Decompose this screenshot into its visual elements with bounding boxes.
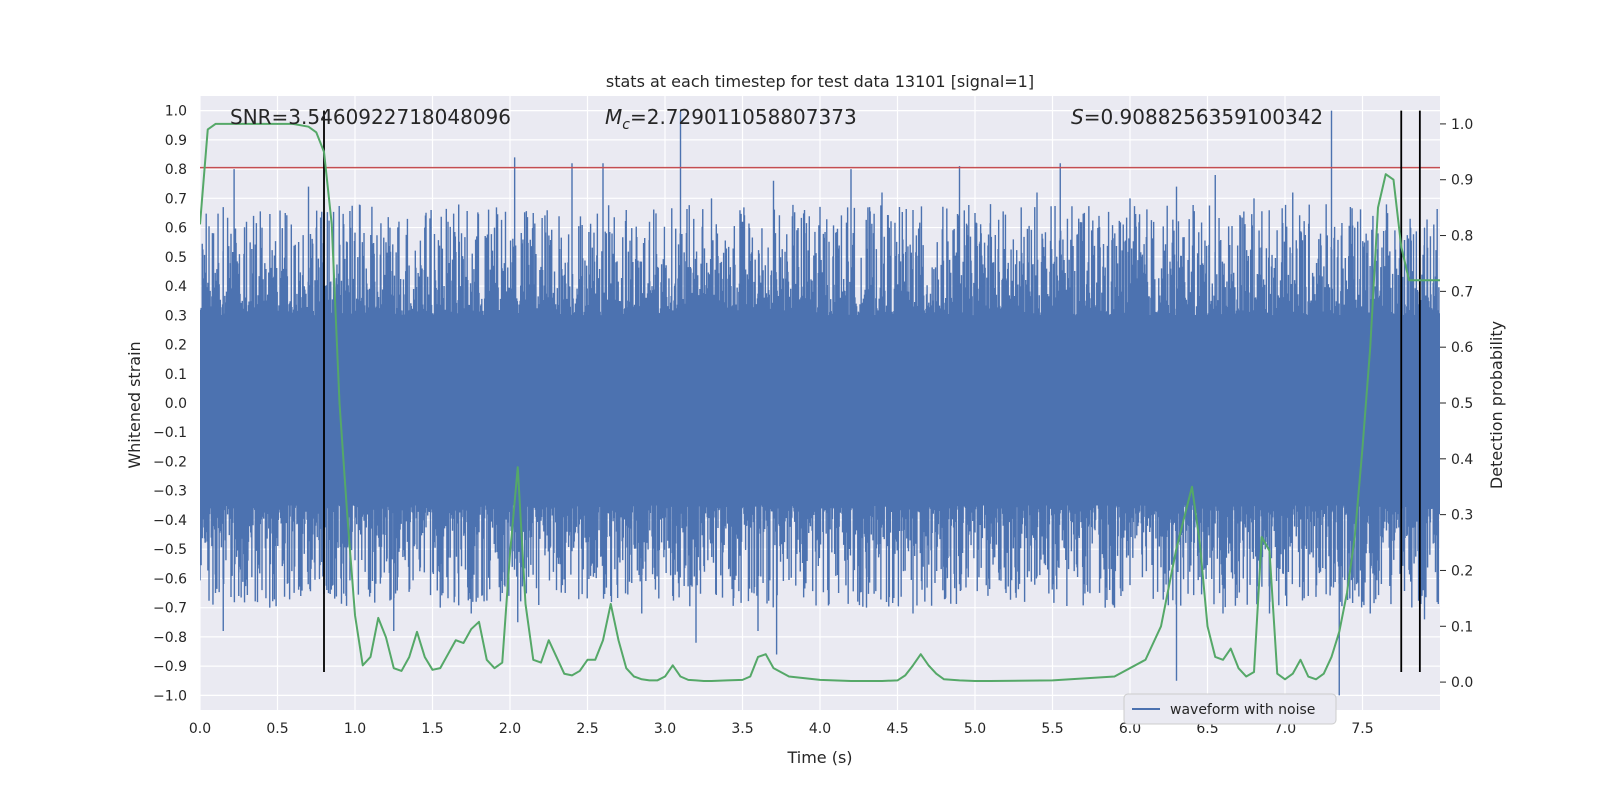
s-annotation: S=0.9088256359100342	[1071, 105, 1323, 129]
x-tick-label: 7.0	[1274, 721, 1296, 737]
legend-box	[1123, 693, 1337, 725]
y-left-tick-label: −0.8	[153, 630, 187, 646]
y-right-tick-label: 0.7	[1451, 284, 1473, 300]
y-right-tick-label: 0.3	[1451, 508, 1473, 524]
vertical-markers	[323, 110, 1421, 672]
x-tick-label: 0.5	[266, 721, 288, 737]
x-tick-label: 3.0	[654, 721, 676, 737]
y-right-axis-label: Detection probability	[1487, 321, 1506, 489]
y-left-tick-label: −0.4	[153, 513, 187, 529]
snr-annotation: SNR=3.5460922718048096	[230, 105, 511, 129]
x-tick-label: 4.5	[886, 721, 908, 737]
mc-symbol: M	[605, 105, 622, 129]
y-right-tick-label: 0.5	[1451, 396, 1473, 412]
waveform-series	[200, 110, 1440, 696]
y-right-tick-label: 1.0	[1451, 117, 1473, 133]
x-tick-label: 0.0	[189, 721, 211, 737]
y-left-tick-label: 0.0	[165, 396, 187, 412]
y-right-tick-label: 0.9	[1451, 173, 1473, 189]
y-left-tick-label: −0.7	[153, 601, 187, 617]
x-tick-label: 3.5	[731, 721, 753, 737]
y-left-tick-label: 1.0	[165, 104, 187, 120]
waveform-line	[200, 110, 1440, 696]
chart-title: stats at each timestep for test data 131…	[606, 72, 1034, 91]
y-left-tick-label: 0.2	[165, 338, 187, 354]
legend-entry: waveform with noise	[1170, 702, 1315, 718]
legend: waveform with noise	[1123, 693, 1337, 725]
y-left-tick-label: −0.6	[153, 571, 187, 587]
mc-annotation: Mc=2.729011058807373	[605, 105, 857, 133]
y-left-tick-label: 0.4	[165, 279, 187, 295]
y-left-axis-label: Whitened strain	[125, 341, 144, 468]
s-symbol: S	[1071, 105, 1084, 129]
y-left-tick-label: −0.2	[153, 454, 187, 470]
y-left-tick-label: 0.8	[165, 162, 187, 178]
y-left-tick-label: −0.9	[153, 659, 187, 675]
y-left-tick-label: 0.5	[165, 250, 187, 266]
x-tick-label: 2.5	[576, 721, 598, 737]
y-left-tick-label: −0.5	[153, 542, 187, 558]
y-right-tick-label: 0.8	[1451, 229, 1473, 245]
y-right-tick-label: 0.6	[1451, 340, 1473, 356]
y-left-tick-label: 0.6	[165, 221, 187, 237]
x-axis-ticks: 0.0 0.5 1.0 1.5 2.0 2.5 3.0 3.5 4.0 4.5 5.0 5.5 6.0 6…	[189, 721, 1374, 737]
y-right-axis-ticks: 1.0 0.9 0.8 0.7 0.6 0.5 0.4 0.3 0.2 0.1 0.0	[1440, 117, 1473, 691]
x-tick-label: 5.0	[964, 721, 986, 737]
x-axis-label: Time (s)	[786, 748, 852, 767]
y-left-axis-ticks: 1.0 0.9 0.8 0.7 0.6 0.5 0.4 0.3 0.2 0.1 0.0 −0.1 −0.…	[153, 104, 187, 705]
y-left-tick-label: −0.3	[153, 484, 187, 500]
detection-probability-line	[200, 122, 1440, 682]
x-tick-label: 2.0	[499, 721, 521, 737]
detection-probability-series	[200, 122, 1440, 682]
mc-value: =2.729011058807373	[630, 105, 857, 129]
y-left-tick-label: 0.7	[165, 191, 187, 207]
x-tick-label: 6.5	[1196, 721, 1218, 737]
x-tick-label: 7.5	[1351, 721, 1373, 737]
x-tick-label: 1.0	[344, 721, 366, 737]
mc-subscript: c	[622, 117, 630, 133]
x-tick-label: 1.5	[421, 721, 443, 737]
x-tick-label: 6.0	[1119, 721, 1141, 737]
x-tick-label: 4.0	[809, 721, 831, 737]
s-value: =0.9088256359100342	[1084, 105, 1323, 129]
y-left-tick-label: −0.1	[153, 425, 187, 441]
y-right-tick-label: 0.4	[1451, 452, 1473, 468]
y-right-tick-label: 0.2	[1451, 563, 1473, 579]
y-right-tick-label: 0.1	[1451, 619, 1473, 635]
y-left-tick-label: −1.0	[153, 688, 187, 704]
y-left-tick-label: 0.1	[165, 367, 187, 383]
x-tick-label: 5.5	[1041, 721, 1063, 737]
y-left-tick-label: 0.9	[165, 133, 187, 149]
y-right-tick-label: 0.0	[1451, 675, 1473, 691]
y-left-tick-label: 0.3	[165, 308, 187, 324]
